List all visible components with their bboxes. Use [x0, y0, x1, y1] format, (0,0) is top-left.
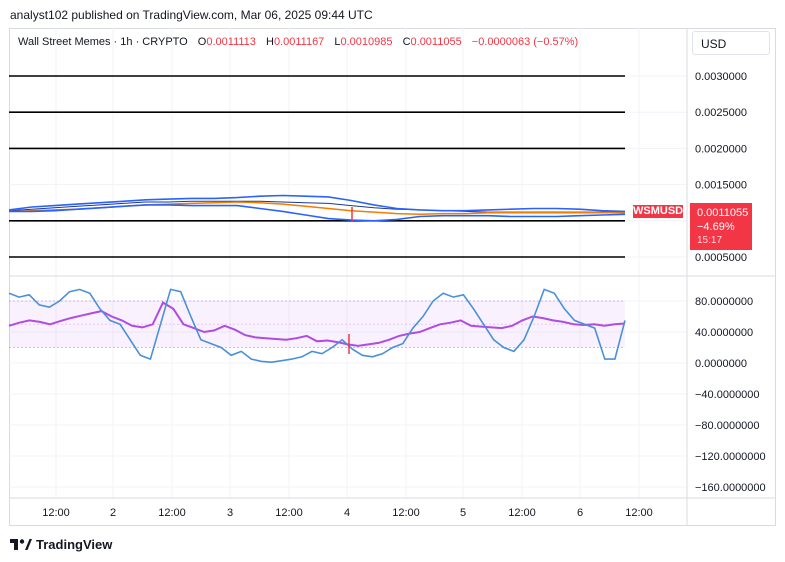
- currency-selector[interactable]: USD: [692, 31, 770, 55]
- ticker-badge: WSMUSD: [633, 205, 684, 218]
- chart-frame: [9, 28, 776, 526]
- oscillator-series: [8, 288, 626, 364]
- upper-band-line: [8, 194, 626, 213]
- rsi-line: [8, 301, 626, 347]
- publisher-line: analyst102 published on TradingView.com,…: [10, 8, 373, 22]
- rsi-band-fill: [9, 301, 625, 348]
- x-tick-label: 2: [110, 507, 116, 519]
- osc-tick-label: 40.0000000: [695, 327, 753, 339]
- legend-high-label: H: [265, 36, 274, 48]
- last-price: 0.0011055: [697, 207, 749, 219]
- legend-open-label: O: [197, 36, 207, 48]
- y-tick-label: 0.0005000: [695, 252, 747, 264]
- x-tick-label: 3: [227, 507, 233, 519]
- legend-low: 0.0010985: [340, 36, 393, 48]
- osc-tick-label: −160.0000000: [695, 482, 766, 494]
- x-tick-label: 6: [577, 507, 583, 519]
- x-tick-label: 12:00: [508, 507, 536, 519]
- x-tick-label: 12:00: [42, 507, 70, 519]
- grid-lines: [9, 28, 687, 498]
- y-tick-label: 0.0030000: [695, 71, 747, 83]
- x-tick-label: 12:00: [275, 507, 303, 519]
- last-price-label: 0.0011055 −4.69% 15:17: [690, 203, 752, 250]
- stochastic-line: [8, 288, 626, 364]
- ohlc-legend: Wall Street Memes · 1h · CRYPTO O0.00111…: [18, 36, 578, 48]
- legend-symbol: Wall Street Memes · 1h · CRYPTO: [18, 36, 188, 48]
- x-axis: 12:00 2 12:00 3 12:00 4 12:00 5 12:00 6 12:00: [42, 507, 653, 519]
- y-tick-label: 0.0025000: [695, 107, 747, 119]
- legend-low-label: L: [334, 36, 341, 48]
- x-tick-label: 12:00: [392, 507, 420, 519]
- x-tick-label: 5: [460, 507, 466, 519]
- osc-tick-label: 0.0000000: [695, 358, 747, 370]
- tradingview-logo-icon: [10, 538, 32, 550]
- osc-tick-label: 80.0000000: [695, 296, 753, 308]
- price-series: [8, 194, 626, 222]
- x-tick-label: 12:00: [625, 507, 653, 519]
- tradingview-logo[interactable]: TradingView: [10, 537, 112, 552]
- y-axis: 0.0030000 0.0025000 0.0020000 0.0015000 0.00…: [695, 71, 766, 494]
- horizontal-levels: [9, 75, 625, 258]
- legend-open: 0.0011113: [206, 36, 256, 48]
- legend-close: 0.0011055: [410, 36, 462, 48]
- osc-tick-label: −40.0000000: [695, 389, 760, 401]
- y-tick-label: 0.0020000: [695, 143, 747, 155]
- osc-tick-label: −120.0000000: [695, 451, 766, 463]
- rsi-bands: [9, 300, 625, 348]
- legend-close-label: C: [402, 36, 411, 48]
- bar-countdown: 15:17: [697, 235, 723, 246]
- legend-change: −0.0000063 (−0.57%): [471, 36, 579, 48]
- osc-tick-label: −80.0000000: [695, 420, 760, 432]
- x-tick-label: 12:00: [158, 507, 186, 519]
- x-tick-label: 4: [344, 507, 350, 519]
- y-tick-label: 0.0015000: [695, 180, 747, 192]
- legend-high: 0.0011167: [273, 36, 325, 48]
- brand-name: TradingView: [36, 537, 113, 552]
- lower-band-line: [9, 204, 626, 222]
- last-change-pct: −4.69%: [697, 221, 735, 233]
